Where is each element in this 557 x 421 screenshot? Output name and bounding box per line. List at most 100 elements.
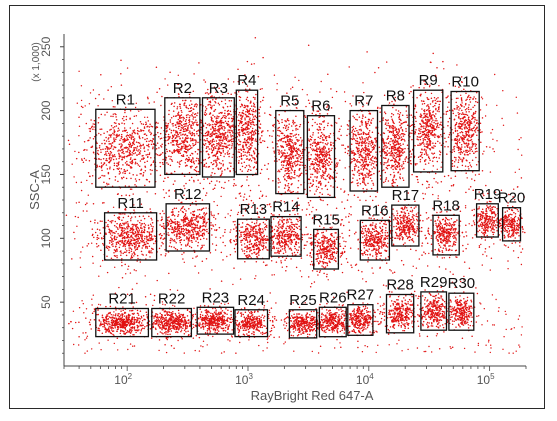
event-point: [360, 168, 362, 170]
event-point: [400, 150, 402, 152]
event-point: [247, 168, 250, 171]
event-point: [317, 136, 320, 139]
event-point: [460, 148, 463, 150]
event-point: [397, 110, 400, 112]
event-point: [119, 139, 121, 141]
event-point: [299, 161, 302, 164]
event-point: [387, 135, 390, 138]
event-point: [337, 137, 339, 139]
event-point: [136, 154, 138, 156]
event-point: [233, 182, 236, 185]
event-point: [196, 132, 198, 135]
event-point: [130, 257, 132, 260]
event-point: [285, 155, 287, 157]
event-point: [203, 178, 205, 180]
event-point: [120, 194, 123, 197]
event-point: [224, 120, 227, 123]
event-point: [319, 141, 321, 144]
event-point: [250, 119, 252, 122]
event-point: [471, 171, 474, 173]
event-point: [468, 104, 470, 106]
event-point: [107, 219, 110, 222]
event-point: [471, 178, 473, 180]
event-point: [313, 193, 316, 195]
event-point: [419, 138, 422, 141]
event-point: [357, 169, 360, 172]
event-point: [299, 137, 302, 139]
event-point: [291, 139, 293, 141]
event-point: [144, 235, 146, 238]
event-point: [309, 157, 312, 160]
event-point: [322, 154, 325, 157]
event-point: [426, 118, 429, 121]
event-point: [315, 142, 318, 145]
event-point: [120, 59, 122, 62]
event-point: [239, 195, 242, 197]
event-point: [465, 113, 467, 116]
event-point: [283, 161, 285, 163]
event-point: [320, 123, 323, 125]
event-point: [313, 163, 316, 165]
event-point: [129, 247, 132, 249]
event-point: [172, 144, 175, 146]
event-point: [254, 140, 256, 142]
event-point: [249, 165, 251, 168]
event-point: [194, 265, 196, 267]
event-point: [212, 168, 214, 170]
event-point: [337, 162, 339, 164]
event-point: [224, 117, 227, 119]
event-point: [427, 156, 430, 158]
event-point: [272, 180, 274, 182]
event-point: [295, 133, 298, 135]
event-point: [198, 208, 201, 211]
event-point: [260, 131, 263, 134]
event-point: [288, 141, 290, 143]
event-point: [350, 214, 352, 216]
event-point: [283, 155, 286, 157]
event-point: [371, 146, 374, 149]
event-point: [222, 241, 224, 244]
event-point: [327, 142, 329, 144]
event-point: [228, 140, 231, 143]
event-point: [318, 146, 321, 148]
event-point: [253, 103, 256, 106]
event-point: [467, 124, 470, 127]
event-point: [120, 137, 122, 140]
event-point: [244, 128, 246, 131]
event-point: [122, 141, 124, 143]
event-point: [230, 147, 233, 149]
event-point: [147, 120, 150, 122]
event-point: [367, 182, 369, 185]
event-point: [456, 138, 459, 140]
event-point: [159, 174, 162, 176]
event-point: [467, 165, 469, 168]
event-point: [89, 130, 91, 132]
event-point: [401, 164, 403, 166]
event-point: [402, 160, 405, 163]
event-point: [448, 190, 451, 192]
event-point: [318, 171, 320, 173]
event-point: [475, 100, 477, 103]
event-point: [182, 99, 184, 102]
event-point: [290, 140, 293, 143]
event-point: [321, 153, 323, 156]
event-point: [371, 162, 373, 164]
event-point: [431, 146, 434, 149]
event-point: [456, 106, 458, 109]
event-point: [223, 125, 225, 128]
event-point: [273, 150, 275, 152]
event-point: [440, 121, 442, 123]
event-point: [283, 124, 286, 127]
event-point: [465, 172, 467, 174]
event-point: [174, 124, 177, 127]
event-point: [125, 118, 128, 121]
event-point: [266, 168, 268, 170]
event-point: [120, 145, 123, 148]
event-point: [311, 144, 314, 147]
event-point: [221, 170, 223, 172]
event-point: [300, 157, 303, 159]
event-point: [173, 170, 176, 173]
event-point: [209, 106, 212, 109]
event-point: [392, 125, 394, 127]
event-point: [152, 143, 155, 145]
